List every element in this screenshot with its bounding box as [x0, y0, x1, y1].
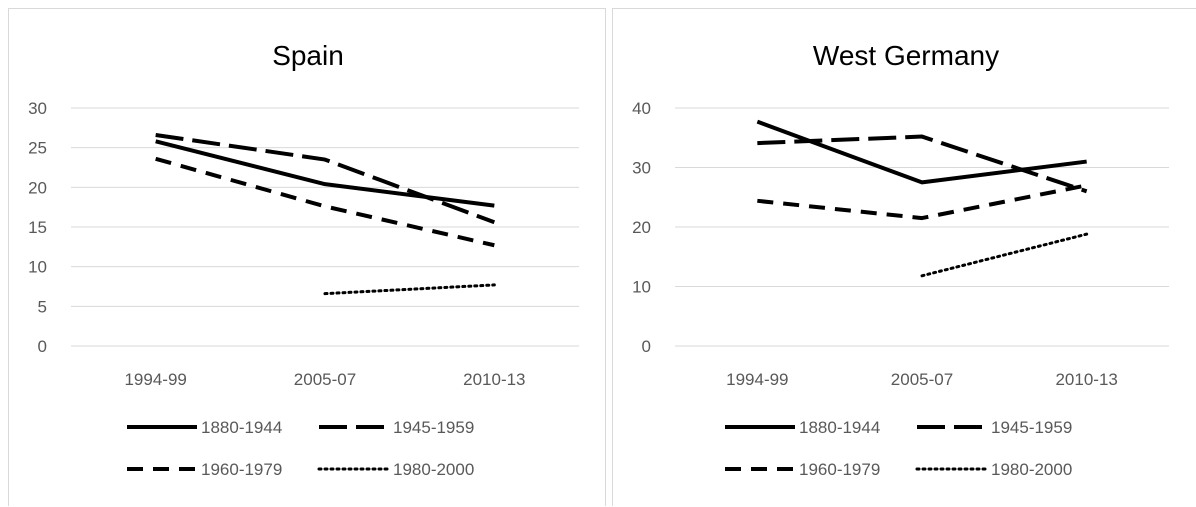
y-tick-label: 30: [28, 99, 47, 118]
legend-label: 1960-1979: [201, 460, 282, 479]
x-tick-label: 2010-13: [463, 370, 525, 389]
chart-west-germany: West Germany 0 10 20 30 40 1994-99 2005-07 2010…: [632, 40, 1169, 479]
x-tick-label: 1994-99: [726, 370, 788, 389]
chart-title: Spain: [272, 40, 344, 71]
chart-spain: Spain 0 5 10 15 20 25 30 1994-99 2005-07 2010-13 1…: [28, 40, 579, 479]
y-tick-label: 5: [38, 297, 47, 316]
y-tick-label: 15: [28, 218, 47, 237]
series-line-1960-1979: [155, 156, 495, 248]
series-line-1945-1959: [757, 134, 1088, 194]
legend-label: 1945-1959: [991, 418, 1072, 437]
legend-label: 1880-1944: [799, 418, 880, 437]
y-tick-label: 25: [28, 139, 47, 158]
series-line-1880-1944: [155, 139, 495, 208]
series-line-1960-1979: [757, 183, 1088, 221]
legend-label: 1980-2000: [393, 460, 474, 479]
y-tick-label: 0: [642, 337, 651, 356]
chart-panel-spain: Spain 0 5 10 15 20 25 30 1994-99 2005-07 2010-13 1…: [8, 8, 606, 506]
legend-label: 1945-1959: [393, 418, 474, 437]
chart-panel-west-germany: West Germany 0 10 20 30 40 1994-99 2005-07 2010…: [612, 8, 1196, 506]
x-tick-label: 2005-07: [891, 370, 953, 389]
y-tick-label: 10: [28, 258, 47, 277]
y-tick-label: 10: [632, 278, 651, 297]
legend-label: 1980-2000: [991, 460, 1072, 479]
legend-label: 1960-1979: [799, 460, 880, 479]
y-tick-label: 20: [28, 178, 47, 197]
y-tick-label: 20: [632, 218, 651, 237]
y-tick-label: 40: [632, 99, 651, 118]
y-tick-label: 0: [38, 337, 47, 356]
series-line-1980-2000: [323, 283, 496, 296]
series-line-1980-2000: [920, 232, 1089, 278]
chart-title: West Germany: [813, 40, 999, 71]
x-tick-label: 1994-99: [124, 370, 186, 389]
series-line-1945-1959: [155, 132, 496, 225]
x-tick-label: 2010-13: [1055, 370, 1117, 389]
x-tick-label: 2005-07: [294, 370, 356, 389]
y-tick-label: 30: [632, 159, 651, 178]
legend-label: 1880-1944: [201, 418, 282, 437]
